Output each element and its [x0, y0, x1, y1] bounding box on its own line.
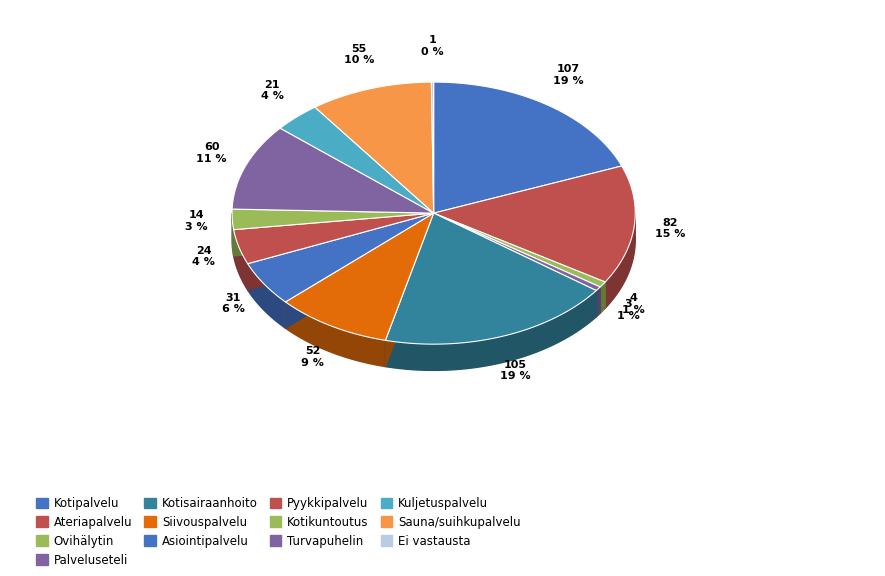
- Text: 82
15 %: 82 15 %: [655, 218, 686, 240]
- Polygon shape: [248, 213, 434, 290]
- Polygon shape: [234, 230, 248, 290]
- Text: 4
1 %: 4 1 %: [622, 293, 644, 315]
- Polygon shape: [315, 82, 434, 213]
- Text: 60
11 %: 60 11 %: [196, 142, 227, 164]
- Polygon shape: [434, 213, 605, 287]
- Polygon shape: [281, 107, 434, 213]
- Polygon shape: [285, 213, 434, 328]
- Polygon shape: [596, 287, 600, 317]
- Polygon shape: [385, 213, 596, 344]
- Text: 52
9 %: 52 9 %: [301, 346, 324, 368]
- Polygon shape: [248, 213, 434, 290]
- Text: 107
19 %: 107 19 %: [553, 65, 583, 86]
- Polygon shape: [385, 290, 596, 370]
- Polygon shape: [434, 213, 600, 313]
- Polygon shape: [434, 213, 596, 317]
- Text: 14
3 %: 14 3 %: [185, 210, 207, 232]
- Polygon shape: [234, 213, 434, 256]
- Polygon shape: [234, 213, 434, 264]
- Legend: Kotipalvelu, Ateriapalvelu, Ovihälytin, Palveluseteli, Kotisairaanhoito, Siivous: Kotipalvelu, Ateriapalvelu, Ovihälytin, …: [33, 493, 525, 570]
- Text: 105
19 %: 105 19 %: [499, 359, 530, 381]
- Polygon shape: [385, 213, 434, 366]
- Polygon shape: [600, 282, 605, 313]
- Polygon shape: [232, 213, 234, 256]
- Text: 21
4 %: 21 4 %: [260, 79, 283, 101]
- Polygon shape: [434, 213, 596, 317]
- Polygon shape: [285, 213, 434, 328]
- Polygon shape: [385, 213, 434, 366]
- Polygon shape: [232, 128, 434, 213]
- Polygon shape: [434, 82, 622, 213]
- Text: 24
4 %: 24 4 %: [192, 245, 215, 267]
- Polygon shape: [605, 214, 635, 308]
- Polygon shape: [234, 213, 434, 256]
- Polygon shape: [232, 108, 635, 370]
- Polygon shape: [285, 213, 434, 340]
- Text: 3
1 %: 3 1 %: [617, 299, 639, 320]
- Polygon shape: [434, 213, 605, 308]
- Polygon shape: [434, 166, 635, 282]
- Text: 55
10 %: 55 10 %: [343, 44, 374, 65]
- Polygon shape: [434, 213, 600, 313]
- Text: 31
6 %: 31 6 %: [222, 293, 245, 314]
- Polygon shape: [285, 302, 385, 366]
- Polygon shape: [434, 213, 600, 290]
- Text: 1
0 %: 1 0 %: [421, 35, 443, 56]
- Polygon shape: [248, 213, 434, 302]
- Polygon shape: [232, 209, 434, 230]
- Polygon shape: [434, 213, 605, 308]
- Polygon shape: [248, 264, 285, 328]
- Polygon shape: [431, 82, 434, 213]
